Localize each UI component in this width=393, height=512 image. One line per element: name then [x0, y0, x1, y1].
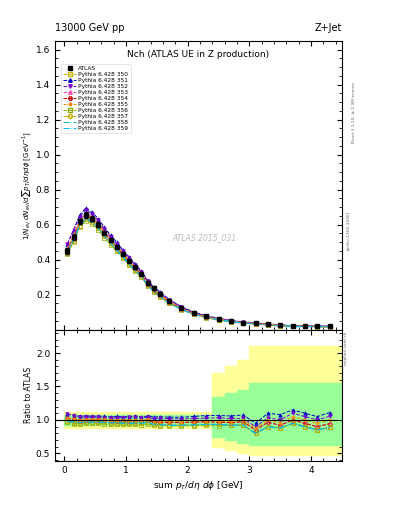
Y-axis label: $1/N_{ev}\ dN_{ev}/d\sum p_T/d\eta d\phi\ [\mathrm{GeV}^{-1}]$: $1/N_{ev}\ dN_{ev}/d\sum p_T/d\eta d\phi… — [20, 131, 33, 240]
Text: Z+Jet: Z+Jet — [314, 23, 342, 33]
Text: ATLAS 2015_031: ATLAS 2015_031 — [172, 233, 236, 242]
Text: mcplots.cern.ch: mcplots.cern.ch — [344, 331, 348, 366]
Text: [arXiv:1306.3436]: [arXiv:1306.3436] — [346, 211, 350, 250]
Text: Nch (ATLAS UE in Z production): Nch (ATLAS UE in Z production) — [127, 50, 270, 58]
Text: 13000 GeV pp: 13000 GeV pp — [55, 23, 125, 33]
Legend: ATLAS, Pythia 6.428 350, Pythia 6.428 351, Pythia 6.428 352, Pythia 6.428 353, P: ATLAS, Pythia 6.428 350, Pythia 6.428 35… — [61, 64, 130, 134]
X-axis label: sum $p_T/d\eta\ d\phi$ [GeV]: sum $p_T/d\eta\ d\phi$ [GeV] — [153, 479, 244, 492]
Text: Rivet 3.1.10, ≥ 2.3M events: Rivet 3.1.10, ≥ 2.3M events — [352, 82, 356, 143]
Y-axis label: Ratio to ATLAS: Ratio to ATLAS — [24, 367, 33, 423]
